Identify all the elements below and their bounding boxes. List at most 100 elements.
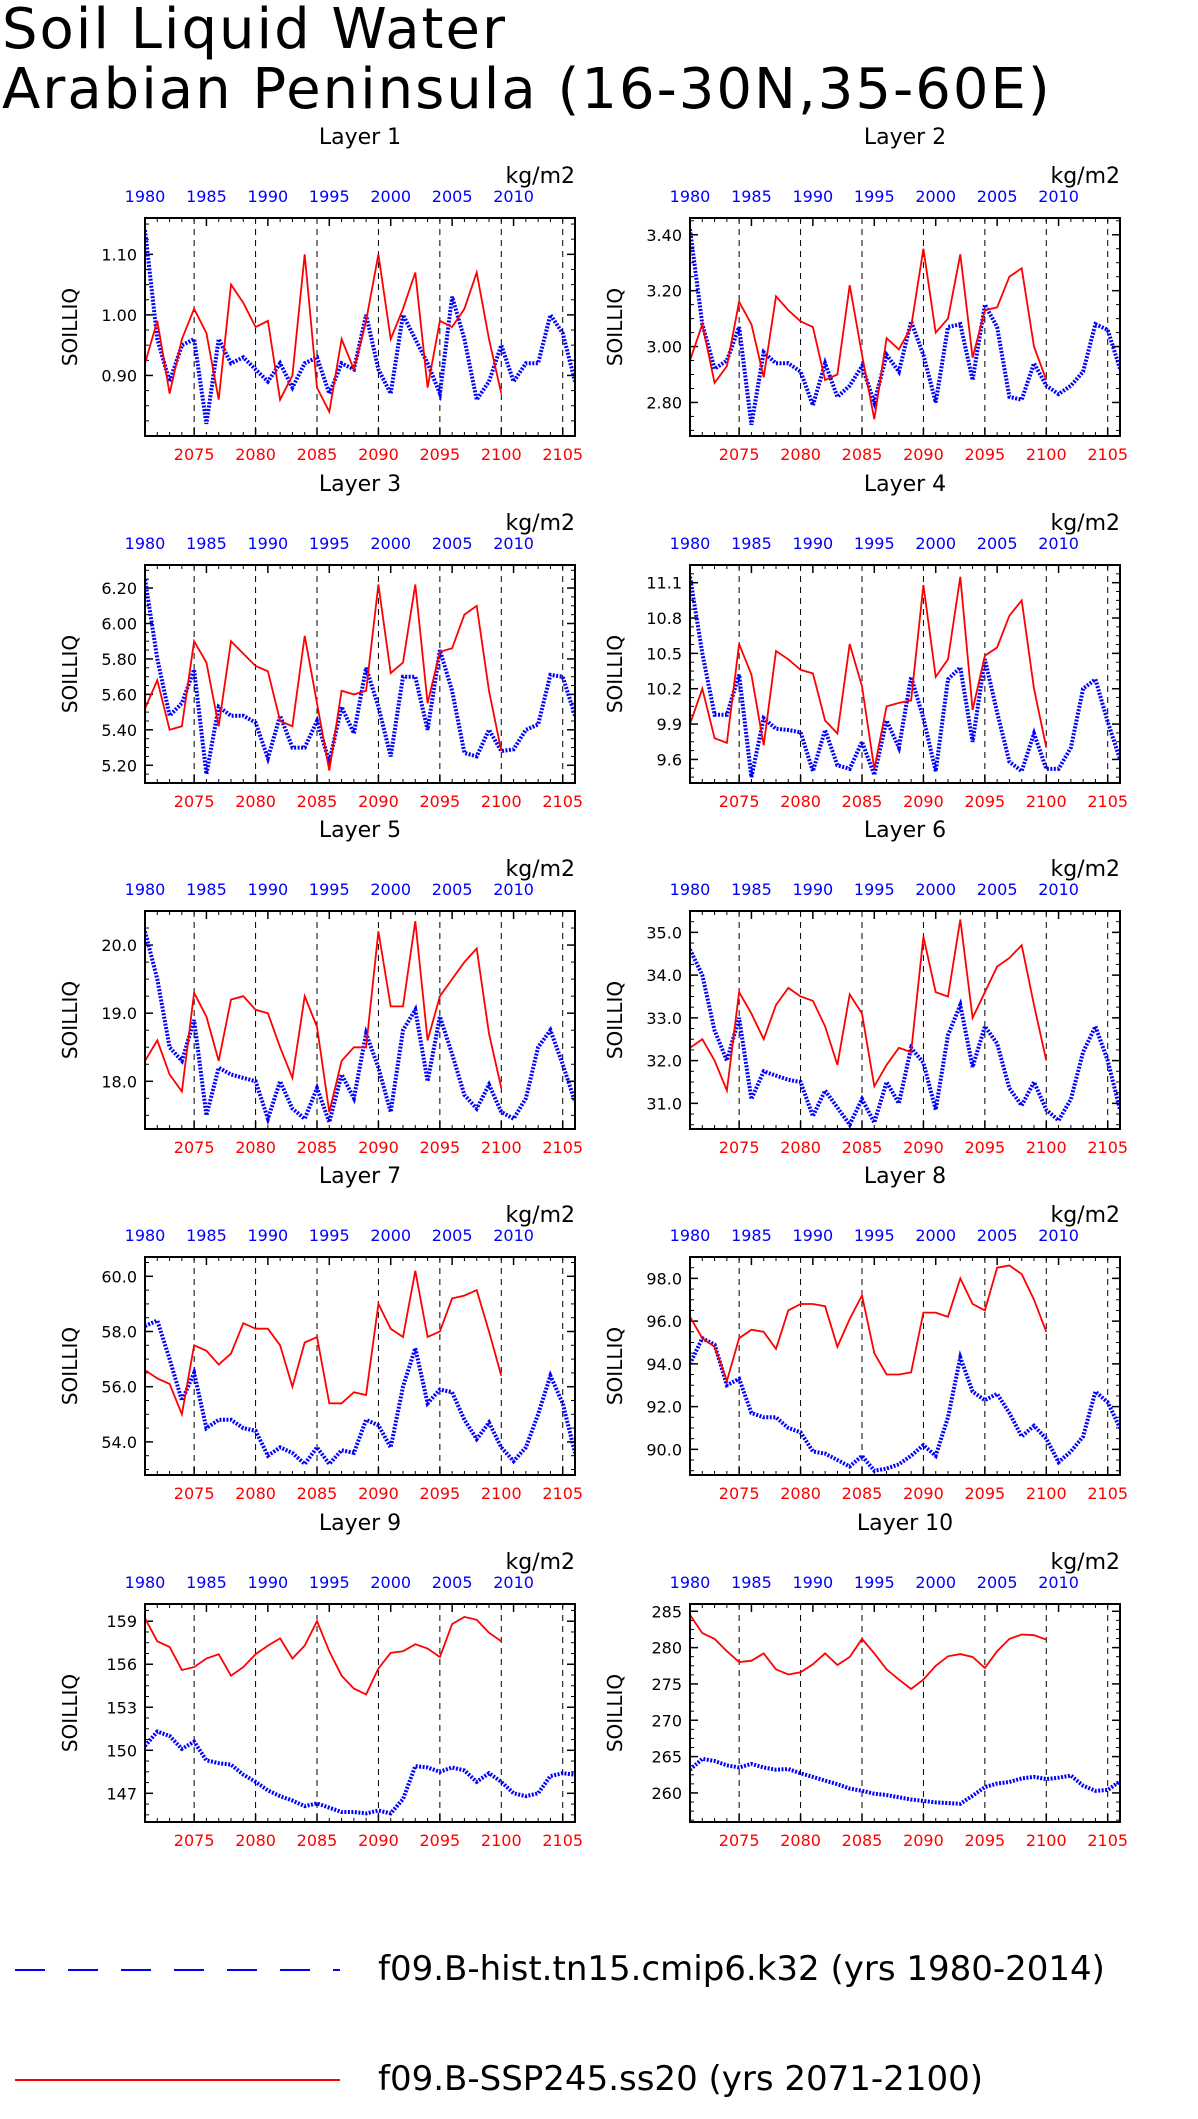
y-tick-label: 270 <box>651 1711 682 1730</box>
x-tick-label-bottom: 2080 <box>235 1484 276 1503</box>
units-label: kg/m2 <box>505 1203 575 1228</box>
y-tick-label: 5.40 <box>101 721 137 740</box>
x-tick-label-bottom: 2105 <box>542 792 583 811</box>
panel-layer-4: Layer 4 kg/m2 2075 2080 2085 2090 2095 2100 2105… <box>603 472 1128 811</box>
series-line-historical <box>145 229 575 425</box>
y-tick-label: 3.20 <box>646 282 682 301</box>
y-tick-label: 34.0 <box>646 966 682 985</box>
x-tick-label-bottom: 2090 <box>358 792 399 811</box>
x-tick-label-bottom: 2100 <box>1026 1484 1067 1503</box>
series-line-ssp245 <box>690 1264 1048 1384</box>
x-tick-label-bottom: 2100 <box>1026 445 1067 464</box>
x-tick-label-bottom: 2090 <box>903 1831 944 1850</box>
y-tick-label: 19.0 <box>101 1004 137 1023</box>
series-line-ssp245 <box>145 921 503 1113</box>
x-tick-label-bottom: 2095 <box>964 1831 1005 1850</box>
panel-layer-3: Layer 3 kg/m2 2075 2080 2085 2090 2095 2100 2105… <box>58 472 583 811</box>
x-tick-label-bottom: 2100 <box>481 1484 522 1503</box>
x-tick-label-bottom: 2090 <box>903 792 944 811</box>
y-tick-label: 9.6 <box>657 750 682 769</box>
x-tick-label-top: 1985 <box>186 1573 227 1592</box>
x-tick-label-bottom: 2100 <box>481 792 522 811</box>
x-tick-label-top: 1980 <box>125 534 166 553</box>
y-tick-label: 9.9 <box>657 715 682 734</box>
x-tick-label-bottom: 2100 <box>1026 792 1067 811</box>
panel-layer-2: Layer 2 kg/m2 2075 2080 2085 2090 2095 2100 2105… <box>603 125 1128 464</box>
panel-layer-6: Layer 6 kg/m2 2075 2080 2085 2090 2095 2100 2105… <box>603 818 1128 1157</box>
y-axis-label: SOILLIQ <box>603 1674 627 1752</box>
y-tick-label: 6.20 <box>101 579 137 598</box>
x-tick-label-top: 1990 <box>247 1573 288 1592</box>
x-tick-label-bottom: 2090 <box>903 1138 944 1157</box>
plot-frame <box>689 1256 1121 1476</box>
x-tick-label-top: 1990 <box>792 534 833 553</box>
y-tick-label: 56.0 <box>101 1378 137 1397</box>
x-tick-label-bottom: 2085 <box>842 445 883 464</box>
x-tick-label-bottom: 2095 <box>419 1831 460 1850</box>
x-tick-label-top: 2005 <box>977 880 1018 899</box>
x-tick-label-top: 2005 <box>432 880 473 899</box>
x-tick-label-bottom: 2095 <box>419 1484 460 1503</box>
plot-frame <box>144 1603 576 1823</box>
panel-layer-9: Layer 9 kg/m2 2075 2080 2085 2090 2095 2100 2105… <box>58 1511 583 1850</box>
x-tick-label-top: 1990 <box>247 1226 288 1245</box>
x-tick-label-top: 1995 <box>854 534 895 553</box>
x-tick-label-bottom: 2075 <box>174 1831 215 1850</box>
x-tick-label-top: 2010 <box>1038 1226 1079 1245</box>
x-tick-label-top: 1990 <box>792 1573 833 1592</box>
units-label: kg/m2 <box>505 1550 575 1575</box>
y-tick-label: 5.20 <box>101 756 137 775</box>
x-tick-label-bottom: 2095 <box>964 1138 1005 1157</box>
x-tick-label-bottom: 2075 <box>719 1484 760 1503</box>
x-tick-label-bottom: 2105 <box>1087 792 1128 811</box>
x-tick-label-top: 1980 <box>125 1573 166 1592</box>
x-tick-label-top: 1995 <box>309 534 350 553</box>
series-line-historical <box>690 948 1120 1129</box>
x-tick-label-top: 2010 <box>493 1226 534 1245</box>
x-tick-label-top: 2010 <box>1038 187 1079 206</box>
y-tick-label: 285 <box>651 1602 682 1621</box>
x-tick-label-bottom: 2080 <box>235 1831 276 1850</box>
x-tick-label-bottom: 2095 <box>419 792 460 811</box>
x-tick-label-top: 2005 <box>977 534 1018 553</box>
x-tick-label-bottom: 2100 <box>481 1831 522 1850</box>
x-tick-label-bottom: 2090 <box>903 1484 944 1503</box>
x-tick-label-top: 1995 <box>854 187 895 206</box>
x-tick-label-top: 1995 <box>854 1573 895 1592</box>
x-tick-label-top: 1995 <box>309 1573 350 1592</box>
x-tick-label-bottom: 2095 <box>964 792 1005 811</box>
x-tick-label-bottom: 2105 <box>1087 445 1128 464</box>
x-tick-label-bottom: 2105 <box>1087 1831 1128 1850</box>
panel-layer-5: Layer 5 kg/m2 2075 2080 2085 2090 2095 2100 2105… <box>58 818 583 1157</box>
x-tick-label-top: 2000 <box>915 1226 956 1245</box>
y-tick-label: 1.10 <box>101 245 137 264</box>
x-tick-label-bottom: 2100 <box>1026 1138 1067 1157</box>
x-tick-label-top: 1985 <box>731 534 772 553</box>
series-line-historical <box>690 228 1120 426</box>
y-tick-label: 159 <box>106 1612 137 1631</box>
y-tick-label: 0.90 <box>101 366 137 385</box>
x-tick-label-bottom: 2080 <box>780 1138 821 1157</box>
series-line-ssp245 <box>690 248 1048 420</box>
y-tick-label: 5.60 <box>101 685 137 704</box>
x-tick-label-top: 1995 <box>854 880 895 899</box>
x-tick-label-bottom: 2080 <box>780 792 821 811</box>
y-tick-label: 18.0 <box>101 1072 137 1091</box>
y-tick-label: 20.0 <box>101 936 137 955</box>
panel-title: Layer 9 <box>319 1511 401 1536</box>
x-tick-label-top: 1980 <box>125 880 166 899</box>
y-axis-label: SOILLIQ <box>58 288 82 366</box>
y-tick-label: 150 <box>106 1741 137 1760</box>
x-tick-label-top: 2000 <box>915 534 956 553</box>
x-tick-label-bottom: 2085 <box>297 1484 338 1503</box>
units-label: kg/m2 <box>505 857 575 882</box>
y-tick-label: 11.1 <box>646 574 682 593</box>
units-label: kg/m2 <box>505 164 575 189</box>
y-tick-label: 33.0 <box>646 1009 682 1028</box>
y-tick-label: 54.0 <box>101 1433 137 1452</box>
x-tick-label-top: 1980 <box>670 1573 711 1592</box>
x-tick-label-top: 1985 <box>186 880 227 899</box>
x-tick-label-top: 1995 <box>309 880 350 899</box>
x-tick-label-bottom: 2100 <box>481 1138 522 1157</box>
panel-layer-10: Layer 10 kg/m2 2075 2080 2085 2090 2095 2100 210… <box>603 1511 1128 1850</box>
